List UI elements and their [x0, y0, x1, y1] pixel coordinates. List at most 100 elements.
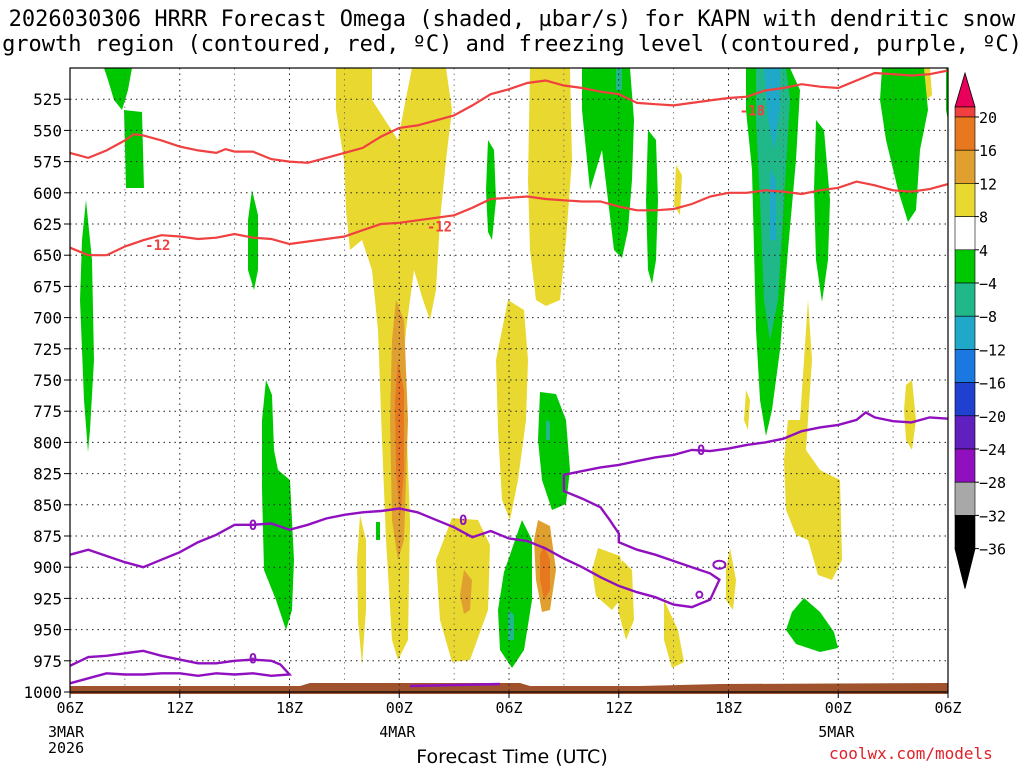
y-tick-label-575: 575	[33, 153, 62, 172]
colorbar-label-10: −24	[979, 441, 1006, 459]
omega-region-7	[664, 600, 684, 668]
y-tick-label-825: 825	[33, 465, 62, 484]
freezing-contour-closed	[712, 559, 727, 570]
colorbar-segment-4	[954, 216, 976, 251]
colorbar-label-5: −4	[979, 275, 997, 293]
omega-region-11	[744, 390, 750, 430]
contour-label-4: 0	[459, 513, 467, 529]
y-tick-label-775: 775	[33, 402, 62, 421]
dendritic-contour-lower	[69, 180, 949, 257]
contour-label-5: 0	[697, 443, 705, 459]
omega-region-21	[80, 200, 94, 452]
omega-region-18	[460, 570, 472, 614]
colorbar-label-8: −16	[979, 375, 1006, 393]
y-axis: 525 550 575 600 625 650 675 700 725 750 775 800 825 8…	[23, 90, 70, 702]
colorbar-segment-0	[954, 106, 976, 118]
x-tick-label-4: 06Z	[495, 699, 522, 717]
omega-region-19	[104, 68, 132, 110]
y-tick-label-875: 875	[33, 527, 62, 546]
omega-region-33	[786, 598, 838, 652]
colorbar-label-3: 8	[979, 209, 988, 227]
colorbar-label-11: −28	[979, 474, 1006, 492]
colorbar-segment-5	[954, 249, 976, 284]
omega-region-20	[124, 110, 144, 188]
source-credit: coolwx.com/models	[829, 744, 993, 763]
x-tick-label-5: 12Z	[605, 699, 632, 717]
colorbar-label-0: 20	[979, 109, 997, 127]
x-tick-label-2: 18Z	[276, 699, 303, 717]
colorbar-segment-2	[954, 149, 976, 184]
x-date-label-5mar: 5MAR	[818, 723, 855, 741]
y-tick-label-550: 550	[33, 121, 62, 140]
y-tick-label-675: 675	[33, 277, 62, 296]
grid-lines	[70, 68, 948, 693]
omega-region-26	[646, 130, 658, 284]
y-tick-label-900: 900	[33, 558, 62, 577]
omega-region-31	[880, 68, 928, 222]
omega-region-37	[770, 170, 776, 240]
x-tick-label-7: 00Z	[825, 699, 852, 717]
omega-region-23	[262, 380, 294, 630]
y-tick-label-625: 625	[33, 215, 62, 234]
x-tick-label-8: 06Z	[934, 699, 961, 717]
omega-region-24	[582, 68, 634, 258]
freezing-contour-surface	[409, 682, 501, 688]
omega-region-1	[528, 68, 572, 306]
chart-title-line2: growth region (contoured, red, ºC) and f…	[2, 32, 1022, 57]
colorbar-label-9: −20	[979, 408, 1006, 426]
colorbar-label-6: −8	[979, 308, 997, 326]
x-date-label-4mar: 4MAR	[379, 723, 416, 741]
colorbar-top-arrow	[954, 71, 976, 108]
contour-label-6: 0	[249, 651, 257, 667]
colorbar-segment-11	[954, 448, 976, 483]
colorbar-label-12: −32	[979, 507, 1006, 525]
y-tick-label-750: 750	[33, 371, 62, 390]
x-tick-label-1: 12Z	[166, 699, 193, 717]
freezing-contour-closed	[695, 590, 704, 599]
dendritic-contour-upper	[69, 69, 949, 164]
omega-region-15	[395, 360, 404, 520]
colorbar-bottom-arrow	[954, 548, 976, 589]
omega-region-8	[726, 548, 736, 610]
contour-label-2: -18	[740, 103, 765, 119]
omega-region-6	[618, 560, 634, 640]
omega-region-4	[357, 515, 366, 665]
omega-region-9	[784, 300, 842, 580]
y-tick-label-600: 600	[33, 184, 62, 203]
colorbar-segment-1	[954, 116, 976, 151]
colorbar-label-2: 12	[979, 175, 997, 193]
omega-region-28	[498, 520, 532, 668]
colorbar-label-1: 16	[979, 142, 997, 160]
y-tick-label-1000: 1000	[23, 683, 62, 702]
colorbar-segment-10	[954, 415, 976, 450]
contour-label-layer: -12 -12 -18 0 0 0 0	[145, 103, 765, 667]
y-tick-label-850: 850	[33, 496, 62, 515]
omega-region-30	[814, 120, 830, 302]
y-tick-label-800: 800	[33, 433, 62, 452]
x-tick-label-6: 18Z	[715, 699, 742, 717]
colorbar: 20 16 12 8 4 −4 −8 −12 −16 −20 −24 −28 −32 −36	[954, 71, 1006, 589]
y-tick-label-925: 925	[33, 589, 62, 608]
freezing-contour-upper	[69, 410, 949, 609]
contour-label-3: 0	[249, 518, 257, 534]
x-date-label-3mar: 3MAR	[48, 723, 85, 741]
omega-region-39	[508, 610, 514, 640]
omega-shading-layer	[70, 68, 948, 694]
omega-region-34	[376, 522, 380, 540]
omega-region-17	[540, 545, 550, 600]
x-tick-label-3: 00Z	[386, 699, 413, 717]
y-tick-label-650: 650	[33, 246, 62, 265]
chart-title-line1: 2026030306 HRRR Forecast Omega (shaded, …	[8, 7, 1016, 32]
y-tick-label-525: 525	[33, 90, 62, 109]
x-tick-label-0: 06Z	[56, 699, 83, 717]
contour-layer	[69, 69, 949, 688]
omega-region-2	[496, 300, 528, 520]
x-date-label-2026: 2026	[48, 739, 85, 757]
y-tick-label-975: 975	[33, 652, 62, 671]
omega-region-22	[248, 190, 258, 290]
colorbar-label-7: −12	[979, 341, 1006, 359]
omega-region-40	[546, 420, 550, 440]
colorbar-segment-6	[954, 282, 976, 317]
y-tick-label-725: 725	[33, 340, 62, 359]
